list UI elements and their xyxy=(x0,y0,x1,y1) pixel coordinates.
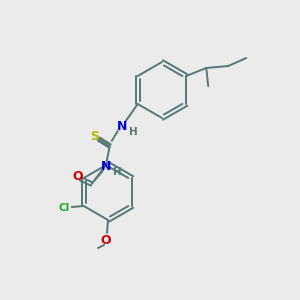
Text: Cl: Cl xyxy=(58,203,69,213)
Text: H: H xyxy=(113,167,122,177)
Text: N: N xyxy=(117,119,127,133)
Text: N: N xyxy=(100,160,111,172)
Text: O: O xyxy=(101,233,111,247)
Text: H: H xyxy=(129,127,138,137)
Text: O: O xyxy=(72,169,83,182)
Text: S: S xyxy=(90,130,99,142)
